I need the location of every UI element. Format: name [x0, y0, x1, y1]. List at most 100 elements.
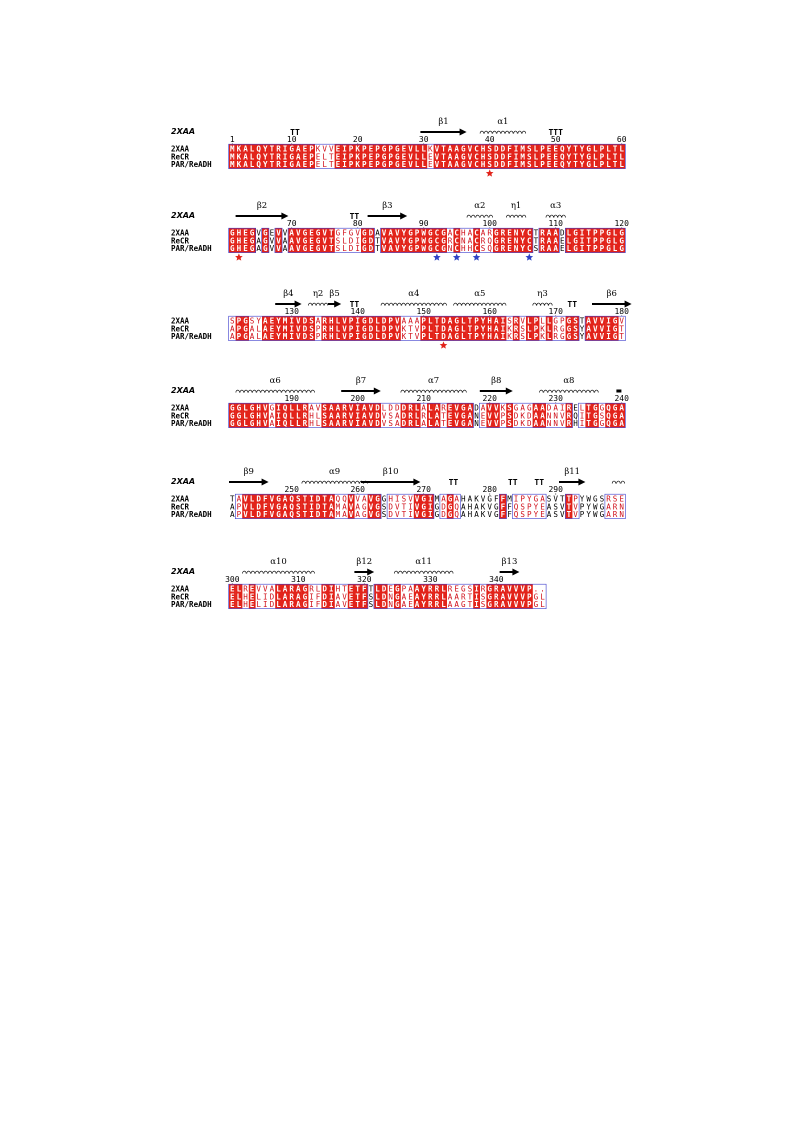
residue: G — [573, 244, 578, 253]
residue: E — [448, 411, 453, 420]
residue: P — [388, 317, 393, 326]
identical-column — [354, 144, 362, 169]
residue: Y — [421, 600, 426, 609]
residue: F — [263, 502, 268, 511]
residue: G — [534, 600, 539, 609]
residue: I — [355, 324, 360, 333]
residue: M — [230, 152, 235, 161]
residue: G — [487, 592, 492, 601]
residue: A — [501, 585, 506, 594]
residue: G — [243, 332, 248, 341]
residue: A — [289, 236, 294, 245]
residue: V — [487, 502, 492, 511]
residue: A — [435, 404, 440, 413]
residue: L — [250, 502, 255, 511]
residue: L — [421, 160, 426, 169]
residue: S — [600, 411, 605, 420]
residue: A — [402, 317, 407, 326]
identical-column — [374, 316, 381, 341]
identical-column — [275, 144, 282, 169]
residue: T — [468, 317, 473, 326]
residue-number: 110 — [548, 219, 563, 228]
identical-column — [565, 494, 573, 519]
sse-label: α10 — [270, 557, 287, 567]
identical-column — [433, 228, 441, 253]
residue: S — [527, 160, 532, 169]
residue: L — [593, 145, 598, 154]
residue: R — [567, 419, 572, 428]
residue: L — [415, 152, 420, 161]
sequence-name: 2XAA — [171, 145, 190, 154]
residue: H — [329, 324, 334, 333]
residue: A — [468, 236, 473, 245]
identical-column — [268, 316, 276, 341]
residue: V — [408, 495, 413, 504]
residue: P — [540, 160, 545, 169]
residue: A — [468, 419, 473, 428]
helix-coil — [393, 570, 454, 574]
residue: G — [250, 229, 255, 238]
residue: V — [395, 510, 400, 519]
identical-column — [361, 316, 368, 341]
residue: H — [573, 419, 578, 428]
residue: V — [270, 244, 275, 253]
identical-column — [512, 228, 520, 253]
residue: R — [514, 317, 519, 326]
residue: P — [388, 152, 393, 161]
residue: Y — [263, 160, 268, 169]
residue: A — [289, 229, 294, 238]
residue: G — [454, 317, 459, 326]
residue: D — [349, 236, 354, 245]
identical-column — [446, 144, 454, 169]
strand-arrow — [341, 387, 381, 395]
residue: I — [514, 145, 519, 154]
residue: V — [322, 145, 327, 154]
identical-column — [506, 403, 513, 428]
residue: D — [494, 160, 499, 169]
residue: G — [613, 332, 618, 341]
residue: G — [613, 404, 618, 413]
residue: V — [270, 510, 275, 519]
residue: I — [289, 332, 294, 341]
residue-number: 270 — [416, 485, 431, 494]
residue: R — [553, 332, 558, 341]
residue: A — [468, 411, 473, 420]
residue: Y — [567, 145, 572, 154]
residue: V — [369, 411, 374, 420]
residue-number: 330 — [423, 575, 438, 584]
residue: G — [237, 419, 242, 428]
residue: I — [283, 145, 288, 154]
identical-column — [321, 316, 329, 341]
residue-number: 20 — [353, 135, 363, 144]
residue: N — [619, 510, 624, 519]
residue: L — [250, 510, 255, 519]
residue: Y — [567, 160, 572, 169]
residue: P — [540, 152, 545, 161]
residue: G — [494, 510, 499, 519]
residue: P — [600, 244, 605, 253]
residue-number: 260 — [350, 485, 365, 494]
residue: V — [270, 495, 275, 504]
residue: A — [388, 244, 393, 253]
identical-column — [407, 144, 414, 169]
residue: G — [600, 404, 605, 413]
identical-column — [229, 584, 236, 609]
residue: Y — [580, 160, 585, 169]
residue: Y — [481, 324, 486, 333]
identical-column — [506, 228, 513, 253]
residue: G — [263, 244, 268, 253]
residue: L — [461, 324, 466, 333]
turn-label: TT — [534, 478, 544, 487]
similarity-box — [228, 227, 256, 253]
residue: R — [448, 585, 453, 594]
residue: P — [580, 510, 585, 519]
residue: Y — [276, 324, 281, 333]
residue: A — [461, 510, 466, 519]
identical-column — [585, 228, 593, 253]
residue: R — [303, 404, 308, 413]
identical-column — [506, 584, 513, 609]
identical-column — [499, 494, 507, 519]
residue: D — [369, 236, 374, 245]
residue: A — [362, 411, 367, 420]
residue: I — [309, 592, 314, 601]
